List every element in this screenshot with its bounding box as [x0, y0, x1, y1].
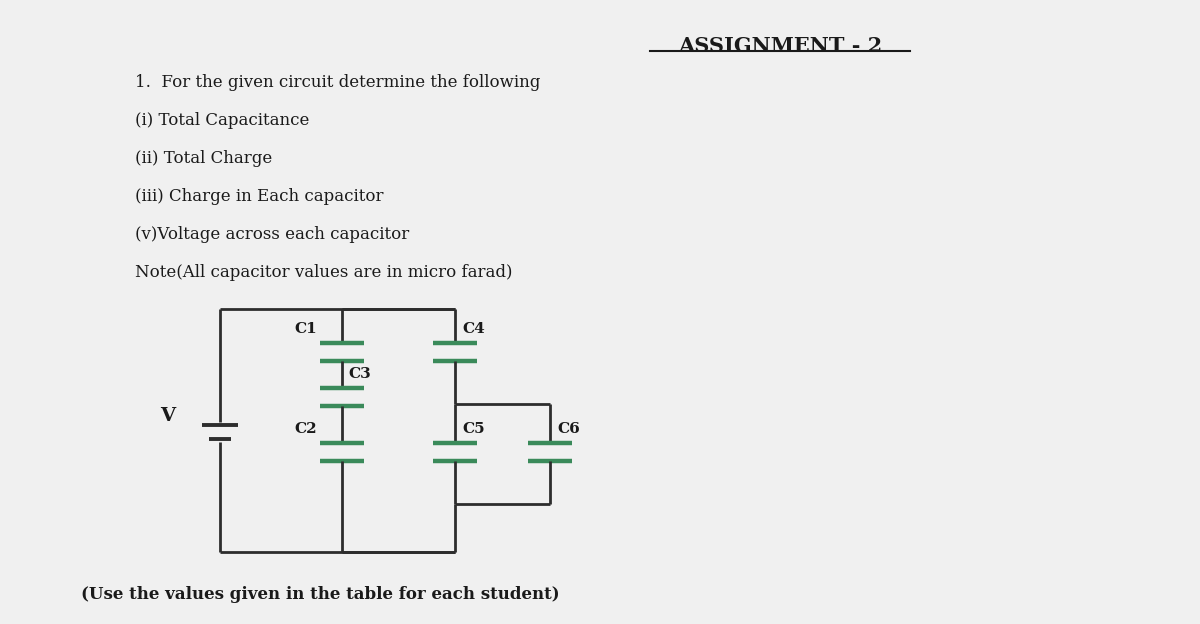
Text: Note(All capacitor values are in micro farad): Note(All capacitor values are in micro f… — [134, 264, 512, 281]
Text: ASSIGNMENT - 2: ASSIGNMENT - 2 — [678, 36, 882, 56]
Text: C3: C3 — [348, 367, 371, 381]
Text: 1.  For the given circuit determine the following: 1. For the given circuit determine the f… — [134, 74, 540, 91]
Text: C1: C1 — [294, 322, 317, 336]
Text: V: V — [161, 407, 175, 425]
Text: (iii) Charge in Each capacitor: (iii) Charge in Each capacitor — [134, 188, 384, 205]
Text: C6: C6 — [557, 422, 580, 436]
Text: (i) Total Capacitance: (i) Total Capacitance — [134, 112, 310, 129]
Text: C4: C4 — [462, 322, 485, 336]
Text: C5: C5 — [462, 422, 485, 436]
Text: (v)Voltage across each capacitor: (v)Voltage across each capacitor — [134, 226, 409, 243]
Text: (Use the values given in the table for each student): (Use the values given in the table for e… — [80, 586, 559, 603]
Text: C2: C2 — [294, 422, 317, 436]
Text: (ii) Total Charge: (ii) Total Charge — [134, 150, 272, 167]
